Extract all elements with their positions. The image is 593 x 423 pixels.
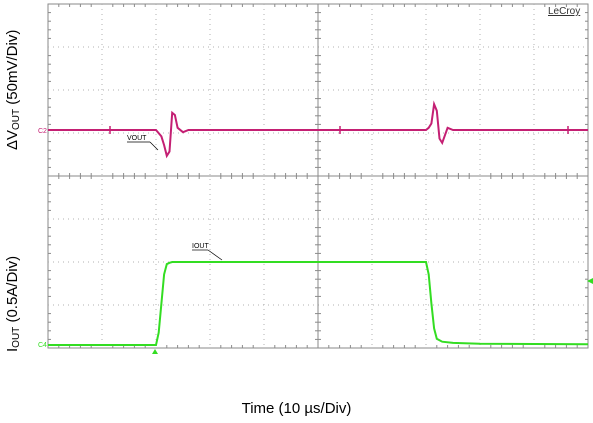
iout-label: IOUT [192,243,209,250]
y-axis-label-vout: ΔVOUT (50mV/Div) [4,29,22,150]
trigger-marker [152,349,158,354]
grid [47,3,589,349]
brand-logo: LeCroy [548,6,581,17]
x-axis-label: Time (10 µs/Div) [241,400,352,417]
iout-label-leader [207,249,223,261]
iout-trace [48,261,589,346]
annotations: C2 C4 VOUT IOUT [38,128,593,354]
vout-label-leader [149,141,159,151]
iout-channel-marker: C4 [38,342,47,349]
trigger-level-marker [587,278,593,284]
vout-trace [48,100,588,159]
traces [48,100,589,346]
vout-label: VOUT [127,135,147,142]
y-axis-label-iout: IOUT (0.5A/Div) [4,255,22,352]
vout-channel-marker: C2 [38,128,47,135]
